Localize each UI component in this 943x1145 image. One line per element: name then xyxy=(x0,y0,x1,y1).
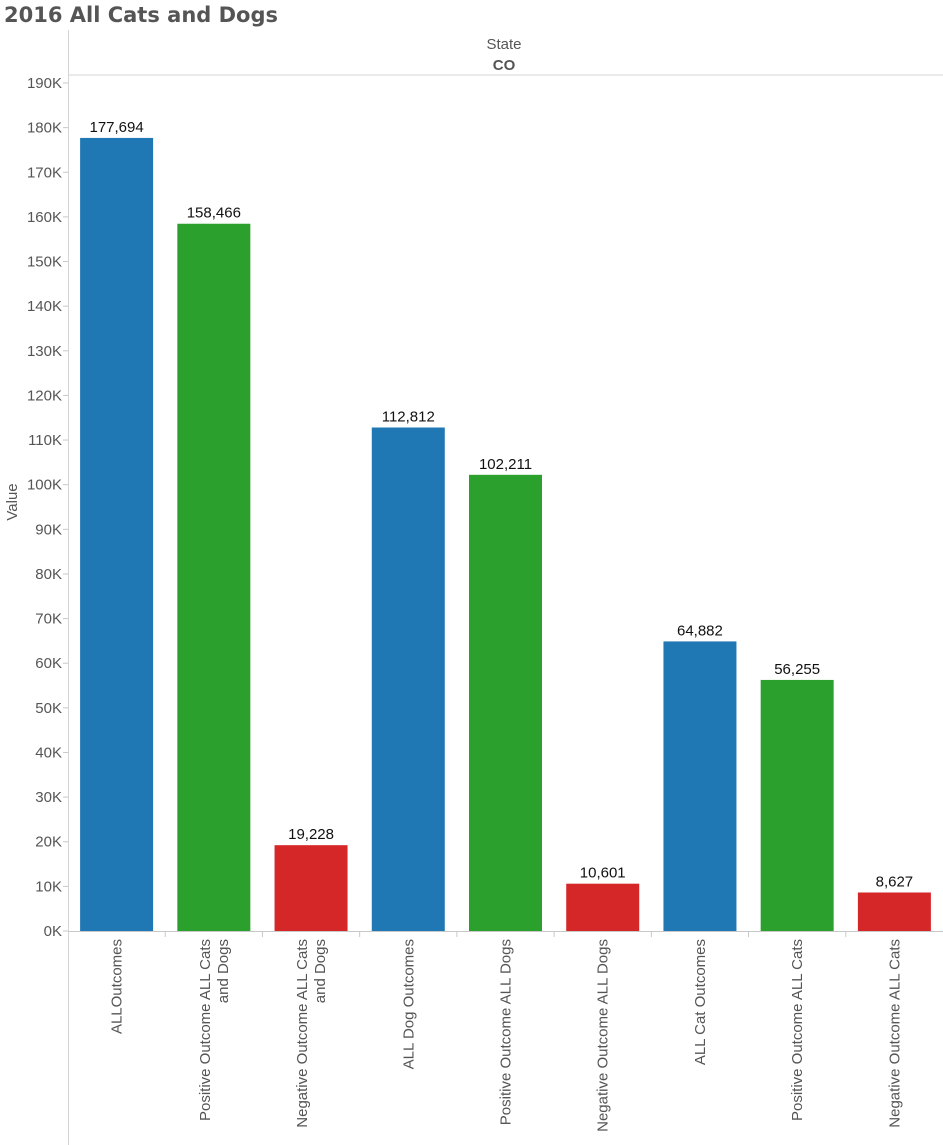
y-axis: 0K 10K 20K 30K 40K 50K 60K 70K 80K 90K 100K 110K 120… xyxy=(27,75,68,940)
y-tick-label: 180K xyxy=(27,120,62,137)
bar-2[interactable] xyxy=(177,223,251,932)
y-tick-label: 80K xyxy=(35,566,62,583)
y-tick-label: 170K xyxy=(27,164,62,181)
x-category-label-line: and Dogs xyxy=(312,939,329,1003)
y-tick-label: 190K xyxy=(27,75,62,92)
column-header-value: CO xyxy=(493,57,516,74)
x-axis: ALLOutcomes Positive Outcome ALL Cats and … xyxy=(109,931,903,1132)
y-axis-title: Value xyxy=(4,483,21,520)
bar-8[interactable] xyxy=(760,679,834,931)
x-category-label: Positive Outcome ALL Cats and Dogs xyxy=(197,939,232,1121)
x-category-label: Negative Outcome ALL Cats xyxy=(886,939,903,1128)
bar-3[interactable] xyxy=(274,845,348,931)
chart-title: 2016 All Cats and Dogs xyxy=(4,3,279,27)
x-category-label-line: Negative Outcome ALL Cats xyxy=(294,939,311,1128)
data-label: 10,601 xyxy=(580,865,626,882)
data-label: 19,228 xyxy=(288,826,334,843)
bar-4[interactable] xyxy=(371,427,445,931)
x-category-label-line: Positive Outcome ALL Cats xyxy=(789,939,806,1121)
x-category-label-line: Positive Outcome ALL Dogs xyxy=(498,939,515,1125)
x-category-label: Positive Outcome ALL Dogs xyxy=(498,939,515,1125)
y-tick-label: 60K xyxy=(35,655,62,672)
bar-9[interactable] xyxy=(857,892,931,931)
bar-7[interactable] xyxy=(663,641,737,931)
bars xyxy=(80,137,931,932)
x-category-label: Negative Outcome ALL Cats and Dogs xyxy=(294,939,329,1128)
data-label: 177,694 xyxy=(89,119,143,136)
data-label: 56,255 xyxy=(774,661,820,678)
column-header-field: State xyxy=(486,36,521,53)
y-tick-label: 0K xyxy=(44,923,62,940)
x-category-label: ALL Cat Outcomes xyxy=(692,939,709,1065)
y-tick-label: 90K xyxy=(35,521,62,538)
x-category-label-line: Positive Outcome ALL Cats xyxy=(197,939,214,1121)
x-category-label: ALL Dog Outcomes xyxy=(400,939,417,1069)
y-tick-label: 40K xyxy=(35,744,62,761)
y-tick-label: 70K xyxy=(35,611,62,628)
y-tick-label: 140K xyxy=(27,298,62,315)
x-category-label-line: ALL Dog Outcomes xyxy=(400,939,417,1069)
y-tick-label: 160K xyxy=(27,209,62,226)
x-category-label-line: and Dogs xyxy=(215,939,232,1003)
x-category-label: ALLOutcomes xyxy=(109,939,126,1034)
x-category-label-line: ALLOutcomes xyxy=(109,939,126,1034)
y-tick-label: 30K xyxy=(35,789,62,806)
data-label: 8,627 xyxy=(876,873,914,890)
data-labels: 177,694 158,466 19,228 112,812 102,211 10,601… xyxy=(89,119,913,891)
data-label: 158,466 xyxy=(187,205,241,222)
y-tick-label: 100K xyxy=(27,477,62,494)
y-tick-label: 110K xyxy=(28,432,62,449)
x-category-label-line: Negative Outcome ALL Dogs xyxy=(595,939,612,1132)
x-category-label: Positive Outcome ALL Cats xyxy=(789,939,806,1121)
bar-5[interactable] xyxy=(469,474,542,931)
data-label: 64,882 xyxy=(677,622,723,639)
y-tick-label: 120K xyxy=(27,387,62,404)
data-label: 112,812 xyxy=(382,409,435,426)
x-category-label-line: ALL Cat Outcomes xyxy=(692,939,709,1065)
y-tick-label: 10K xyxy=(35,878,62,895)
y-tick-label: 130K xyxy=(27,343,62,360)
y-tick-label: 150K xyxy=(27,254,62,271)
bar-6[interactable] xyxy=(566,883,640,931)
data-label: 102,211 xyxy=(479,456,532,473)
x-category-label-line: Negative Outcome ALL Cats xyxy=(886,939,903,1128)
y-tick-label: 20K xyxy=(35,834,62,851)
bar-1[interactable] xyxy=(80,137,154,932)
chart-frame xyxy=(68,30,943,1145)
y-tick-label: 50K xyxy=(35,700,62,717)
x-category-label: Negative Outcome ALL Dogs xyxy=(595,939,612,1132)
